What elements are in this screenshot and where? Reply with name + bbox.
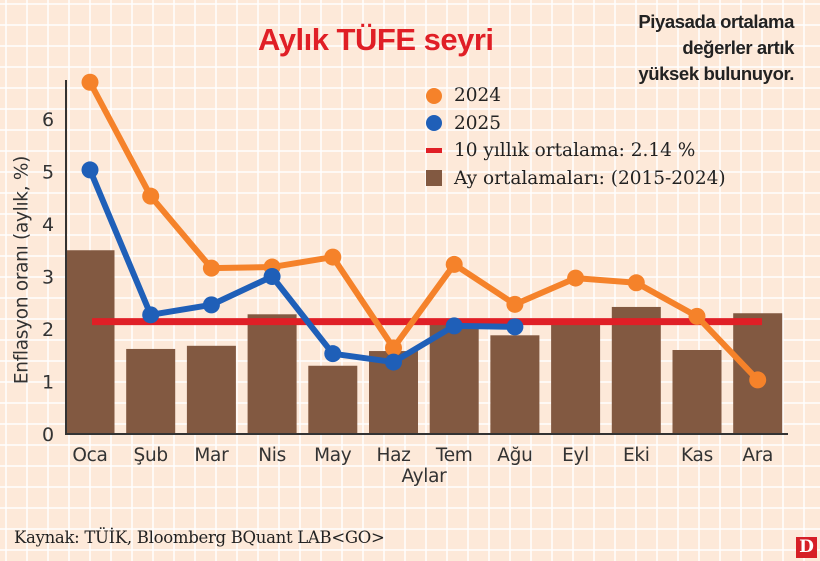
data-point-2025 <box>81 161 99 179</box>
chart-subtitle: Piyasada ortalama değerler artık yüksek … <box>638 9 794 87</box>
data-point-2025 <box>506 318 524 336</box>
x-tick-label: Ara <box>742 445 773 466</box>
y-tick-label: 1 <box>42 372 54 394</box>
data-point-2024 <box>202 259 220 277</box>
data-point-2025 <box>385 353 402 371</box>
y-tick-labels: 0 1 2 3 4 5 6 <box>42 109 54 446</box>
data-point-2025 <box>324 345 342 363</box>
data-point-2024 <box>445 255 463 273</box>
x-tick-label: Nis <box>258 445 286 466</box>
line-2024 <box>87 80 760 382</box>
data-point-2024 <box>385 339 402 357</box>
data-point-2024 <box>81 73 99 91</box>
bar-Eyl <box>551 318 601 434</box>
x-tick-label: Şub <box>134 445 168 466</box>
bar-Eki <box>611 306 661 434</box>
x-tick-label: Ağu <box>497 445 532 466</box>
bar-series <box>65 250 783 434</box>
bar-Nis <box>247 314 297 434</box>
legend-item-average-line: 10 yıllık ortalama: 2.14 % <box>426 137 726 165</box>
legend-item-monthly-average: Ay ortalamaları: (2015-2024) <box>426 165 726 193</box>
legend-label: 2025 <box>454 112 502 134</box>
data-point-2024 <box>567 269 585 287</box>
legend-label: 2024 <box>454 85 502 107</box>
subtitle-line: yüksek bulunuyor. <box>638 63 794 84</box>
x-tick-label: Haz <box>376 445 410 466</box>
y-axis-label: Enflasyon oranı (aylık, %) <box>11 155 33 385</box>
data-point-2024 <box>324 248 342 266</box>
legend-label: Ay ortalamaları: (2015-2024) <box>454 167 726 189</box>
x-tick-label: Eyl <box>562 445 589 466</box>
data-point-2024 <box>627 274 645 292</box>
red-line-icon <box>426 148 442 154</box>
legend-item-2024: 2024 <box>426 82 726 110</box>
bar-Kas <box>672 350 722 434</box>
publisher-logo: D <box>796 537 817 558</box>
bar-Mar <box>186 345 236 434</box>
y-tick-label: 3 <box>42 267 54 289</box>
line-series <box>81 73 767 389</box>
y-tick-label: 2 <box>42 319 54 341</box>
data-point-2024 <box>142 187 160 205</box>
chart-legend: 2024 2025 10 yıllık ortalama: 2.14 % Ay … <box>426 82 726 192</box>
data-point-2024 <box>506 295 524 313</box>
subtitle-line: Piyasada ortalama <box>638 11 794 32</box>
data-point-2025 <box>202 296 220 314</box>
legend-label: 10 yıllık ortalama: 2.14 % <box>454 140 696 162</box>
x-tick-label: Tem <box>435 445 473 466</box>
bar-Oca <box>65 250 115 434</box>
bar-Tem <box>429 322 479 434</box>
data-point-2024 <box>688 307 706 325</box>
y-tick-label: 6 <box>42 109 54 131</box>
data-point-2025 <box>263 268 281 285</box>
x-tick-label: May <box>314 445 352 466</box>
data-point-2024 <box>749 371 767 389</box>
line-2025 <box>87 168 515 366</box>
data-point-2025 <box>142 306 160 324</box>
y-tick-label: 0 <box>42 424 54 446</box>
y-tick-label: 5 <box>42 162 54 184</box>
x-tick-label: Eki <box>623 445 650 466</box>
x-axis-label: Aylar <box>401 466 447 487</box>
orange-circle-icon <box>426 87 442 104</box>
source-note: Kaynak: TÜİK, Bloomberg BQuant LAB<GO> <box>14 528 385 547</box>
bar-Şub <box>126 348 176 434</box>
subtitle-line: değerler artık <box>682 37 794 58</box>
blue-circle-icon <box>426 115 442 132</box>
chart-title: Aylık TÜFE seyri <box>258 22 494 57</box>
bar-May <box>308 365 358 434</box>
x-tick-label: Kas <box>681 445 713 466</box>
x-tick-labels: Oca Şub Mar Nis May Haz Tem Ağu Eyl Eki Kas Ara <box>72 445 773 466</box>
y-tick-label: 4 <box>42 214 54 236</box>
axes <box>65 80 788 435</box>
data-point-2025 <box>445 317 463 335</box>
x-tick-label: Oca <box>72 445 107 466</box>
x-tick-label: Mar <box>194 445 229 466</box>
brown-square-icon <box>426 170 442 187</box>
legend-item-2025: 2025 <box>426 110 726 138</box>
bar-Ağu <box>490 335 540 434</box>
